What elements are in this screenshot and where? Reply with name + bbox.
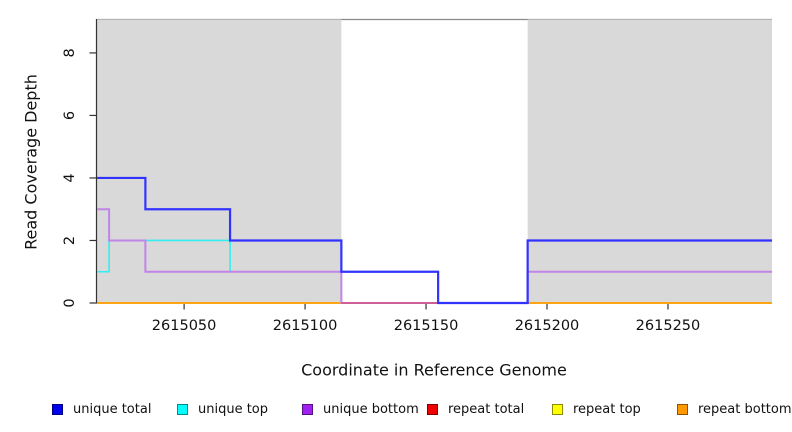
repeat-total-swatch-icon — [427, 403, 438, 415]
shaded-region-1 — [527, 19, 772, 303]
y-tick-label: 4 — [62, 173, 78, 182]
legend-item-unique-bottom: unique bottom — [302, 402, 427, 417]
y-axis-title: Read Coverage Depth — [21, 74, 41, 250]
y-tick-label: 6 — [62, 111, 78, 120]
x-tick-label: 2615100 — [273, 318, 338, 334]
shaded-region-0 — [97, 19, 342, 303]
series-line-unique-total — [97, 176, 772, 305]
legend-item-unique-total: unique total — [52, 402, 177, 417]
unique-bottom-swatch-icon — [302, 403, 313, 415]
legend-label: unique bottom — [323, 401, 419, 417]
legend-item-unique-top: unique top — [177, 402, 302, 417]
legend-label: repeat top — [573, 401, 641, 417]
x-tick-label: 2615050 — [152, 318, 217, 334]
unique-total-swatch-icon — [52, 403, 63, 415]
legend-label: unique total — [73, 401, 152, 417]
legend-label: repeat total — [448, 401, 525, 417]
x-axis-title: Coordinate in Reference Genome — [301, 360, 567, 380]
legend-label: unique top — [198, 401, 269, 417]
repeat-top-swatch-icon — [552, 403, 563, 415]
x-tick-label: 2615150 — [394, 318, 459, 334]
y-tick-label: 2 — [62, 236, 78, 245]
unique-top-swatch-icon — [177, 403, 188, 415]
y-tick-label: 0 — [62, 298, 78, 307]
legend-item-repeat-top: repeat top — [552, 402, 677, 417]
legend-item-repeat-bottom: repeat bottom — [677, 402, 792, 417]
legend-label: repeat bottom — [698, 401, 792, 417]
repeat-bottom-swatch-icon — [677, 403, 688, 415]
y-tick-label: 8 — [62, 48, 78, 57]
legend-item-repeat-total: repeat total — [427, 402, 552, 417]
x-tick-label: 2615250 — [636, 318, 701, 334]
x-tick-label: 2615200 — [515, 318, 580, 334]
legend: unique total unique top unique bottom re… — [52, 399, 792, 419]
